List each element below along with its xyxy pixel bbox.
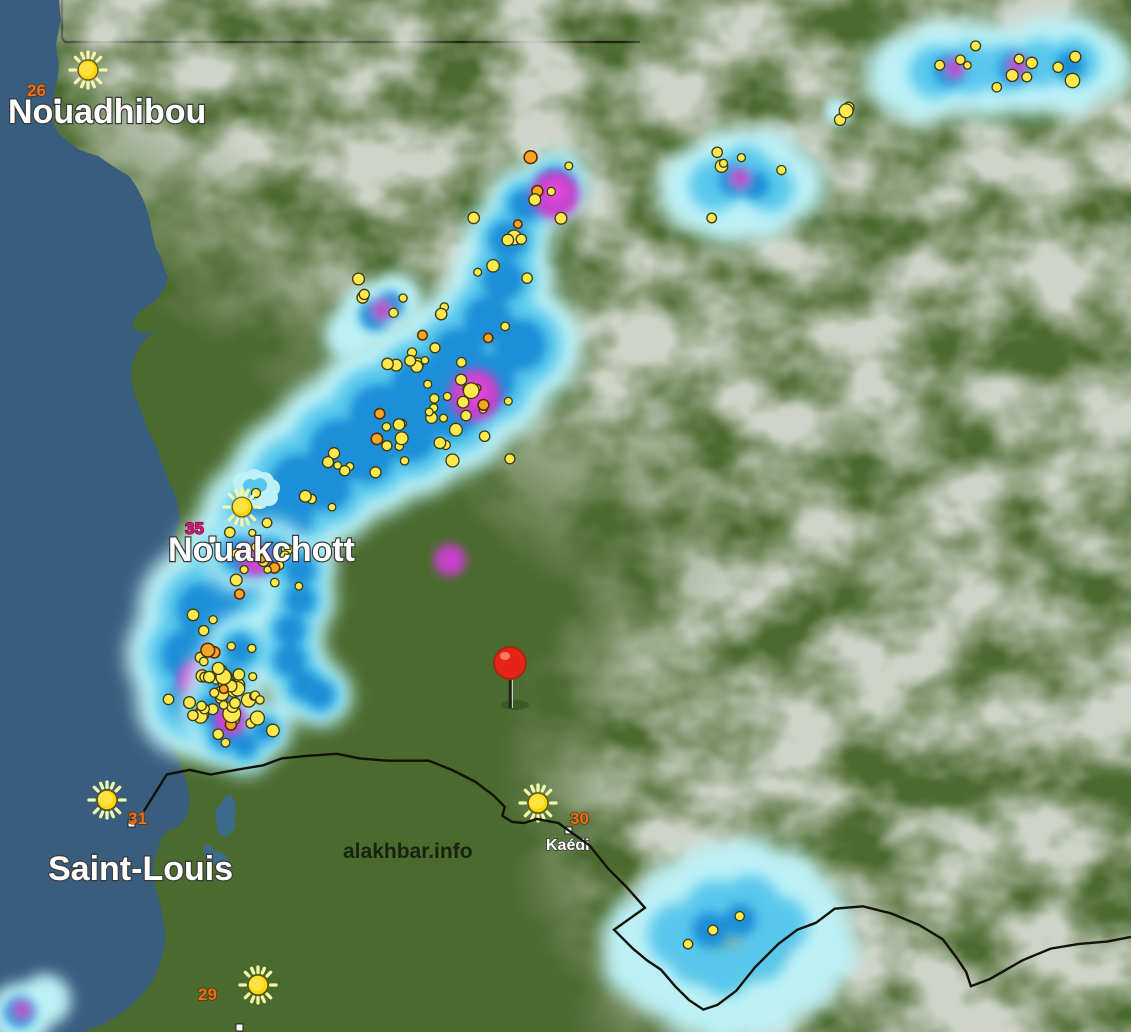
svg-text:31: 31 <box>128 809 147 828</box>
svg-text:alakhbar.info: alakhbar.info <box>343 840 473 863</box>
svg-text:Saint-Louis: Saint-Louis <box>48 850 233 888</box>
svg-text:35: 35 <box>185 519 204 538</box>
svg-text:30: 30 <box>570 809 589 828</box>
svg-text:29: 29 <box>198 985 217 1004</box>
svg-text:26: 26 <box>27 81 46 100</box>
